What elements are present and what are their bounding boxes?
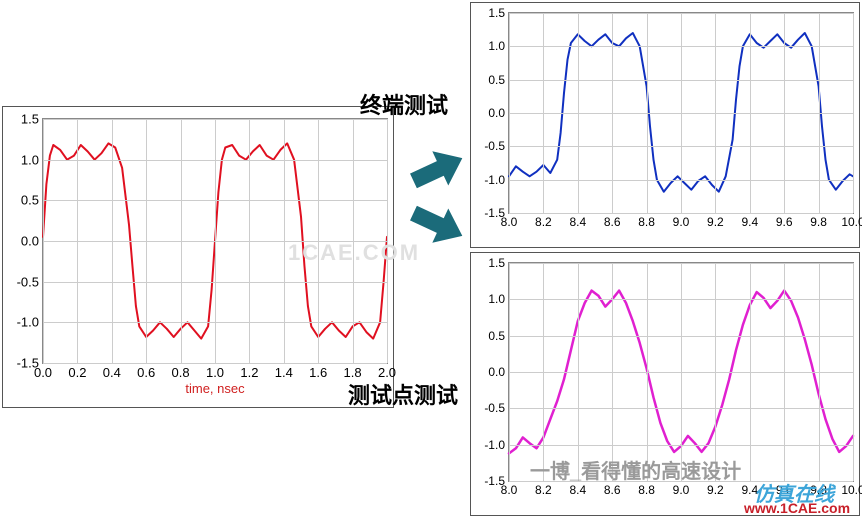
x-tick-label: 0.4 <box>103 363 121 380</box>
gridline-v <box>509 263 510 481</box>
y-tick-label: 0.0 <box>488 365 509 379</box>
gridline-v <box>784 13 785 213</box>
x-tick-label: 8.8 <box>638 213 655 229</box>
gridline-v <box>43 119 44 363</box>
gridline-v <box>647 263 648 481</box>
x-tick-label: 9.2 <box>707 213 724 229</box>
gridline-v <box>318 119 319 363</box>
x-tick-label: 8.0 <box>501 481 518 497</box>
gridline-v <box>77 119 78 363</box>
x-tick-label: 10.0 <box>841 481 862 497</box>
x-tick-label: 1.0 <box>206 363 224 380</box>
gridline-v <box>578 263 579 481</box>
y-tick-label: 0.5 <box>488 329 509 343</box>
x-tick-label: 8.6 <box>604 213 621 229</box>
y-tick-label: -1.0 <box>17 315 43 330</box>
y-tick-label: 0.0 <box>21 234 43 249</box>
x-tick-label: 0.2 <box>68 363 86 380</box>
gridline-v <box>853 13 854 213</box>
y-tick-label: 1.0 <box>488 292 509 306</box>
gridline-v <box>681 263 682 481</box>
gridline-v <box>612 13 613 213</box>
gridline-v <box>215 119 216 363</box>
x-tick-label: 8.4 <box>569 481 586 497</box>
y-tick-label: 0.5 <box>488 73 509 87</box>
top-right-chart-plot: -1.5-1.0-0.50.00.51.01.58.08.28.48.68.89… <box>508 12 854 214</box>
y-tick-label: 1.0 <box>21 152 43 167</box>
x-tick-label: 0.8 <box>172 363 190 380</box>
x-tick-label: 8.4 <box>569 213 586 229</box>
x-tick-label: 10.0 <box>841 213 862 229</box>
x-tick-label: 9.6 <box>776 213 793 229</box>
y-tick-label: 1.0 <box>488 39 509 53</box>
arrow-up-right-icon <box>405 141 473 204</box>
gridline-v <box>181 119 182 363</box>
left-chart-xlabel: time, nsec <box>185 381 244 396</box>
x-tick-label: 9.2 <box>707 481 724 497</box>
probe-point-test-label: 测试点测试 <box>348 378 458 410</box>
gridline-v <box>681 13 682 213</box>
x-tick-label: 9.0 <box>673 213 690 229</box>
gridline-v <box>578 13 579 213</box>
x-tick-label: 8.8 <box>638 481 655 497</box>
y-tick-label: 1.5 <box>488 6 509 20</box>
y-tick-label: 0.5 <box>21 193 43 208</box>
gridline-v <box>647 13 648 213</box>
arrow-down-right-icon <box>405 191 473 254</box>
y-tick-label: -1.0 <box>484 173 509 187</box>
y-tick-label: 0.0 <box>488 106 509 120</box>
gridline-v <box>353 119 354 363</box>
x-tick-label: 8.2 <box>535 481 552 497</box>
x-tick-label: 9.6 <box>776 481 793 497</box>
left-chart-plot: time, nsec -1.5-1.0-0.50.00.51.01.50.00.… <box>42 118 388 364</box>
x-tick-label: 9.4 <box>741 481 758 497</box>
gridline-v <box>715 263 716 481</box>
gridline-v <box>146 119 147 363</box>
bottom-right-chart-plot: -1.5-1.0-0.50.00.51.01.58.08.28.48.68.89… <box>508 262 854 482</box>
x-tick-label: 1.2 <box>240 363 258 380</box>
terminal-test-label: 终端测试 <box>360 88 448 120</box>
x-tick-label: 0.0 <box>34 363 52 380</box>
gridline-v <box>387 119 388 363</box>
x-tick-label: 9.0 <box>673 481 690 497</box>
gridline-v <box>543 13 544 213</box>
gridline-v <box>819 263 820 481</box>
gridline-v <box>249 119 250 363</box>
x-tick-label: 9.8 <box>810 481 827 497</box>
gridline-v <box>543 263 544 481</box>
gridline-v <box>784 263 785 481</box>
x-tick-label: 1.4 <box>275 363 293 380</box>
y-tick-label: -0.5 <box>484 401 509 415</box>
x-tick-label: 1.6 <box>309 363 327 380</box>
gridline-v <box>853 263 854 481</box>
x-tick-label: 8.6 <box>604 481 621 497</box>
y-tick-label: -0.5 <box>17 274 43 289</box>
gridline-v <box>612 263 613 481</box>
gridline-v <box>284 119 285 363</box>
x-tick-label: 0.6 <box>137 363 155 380</box>
y-tick-label: 1.5 <box>21 112 43 127</box>
gridline-v <box>819 13 820 213</box>
gridline-v <box>509 13 510 213</box>
gridline-v <box>750 263 751 481</box>
x-tick-label: 9.8 <box>810 213 827 229</box>
x-tick-label: 8.2 <box>535 213 552 229</box>
gridline-v <box>112 119 113 363</box>
gridline-v <box>750 13 751 213</box>
x-tick-label: 8.0 <box>501 213 518 229</box>
y-tick-label: 1.5 <box>488 256 509 270</box>
x-tick-label: 9.4 <box>741 213 758 229</box>
y-tick-label: -1.0 <box>484 438 509 452</box>
y-tick-label: -0.5 <box>484 139 509 153</box>
gridline-v <box>715 13 716 213</box>
